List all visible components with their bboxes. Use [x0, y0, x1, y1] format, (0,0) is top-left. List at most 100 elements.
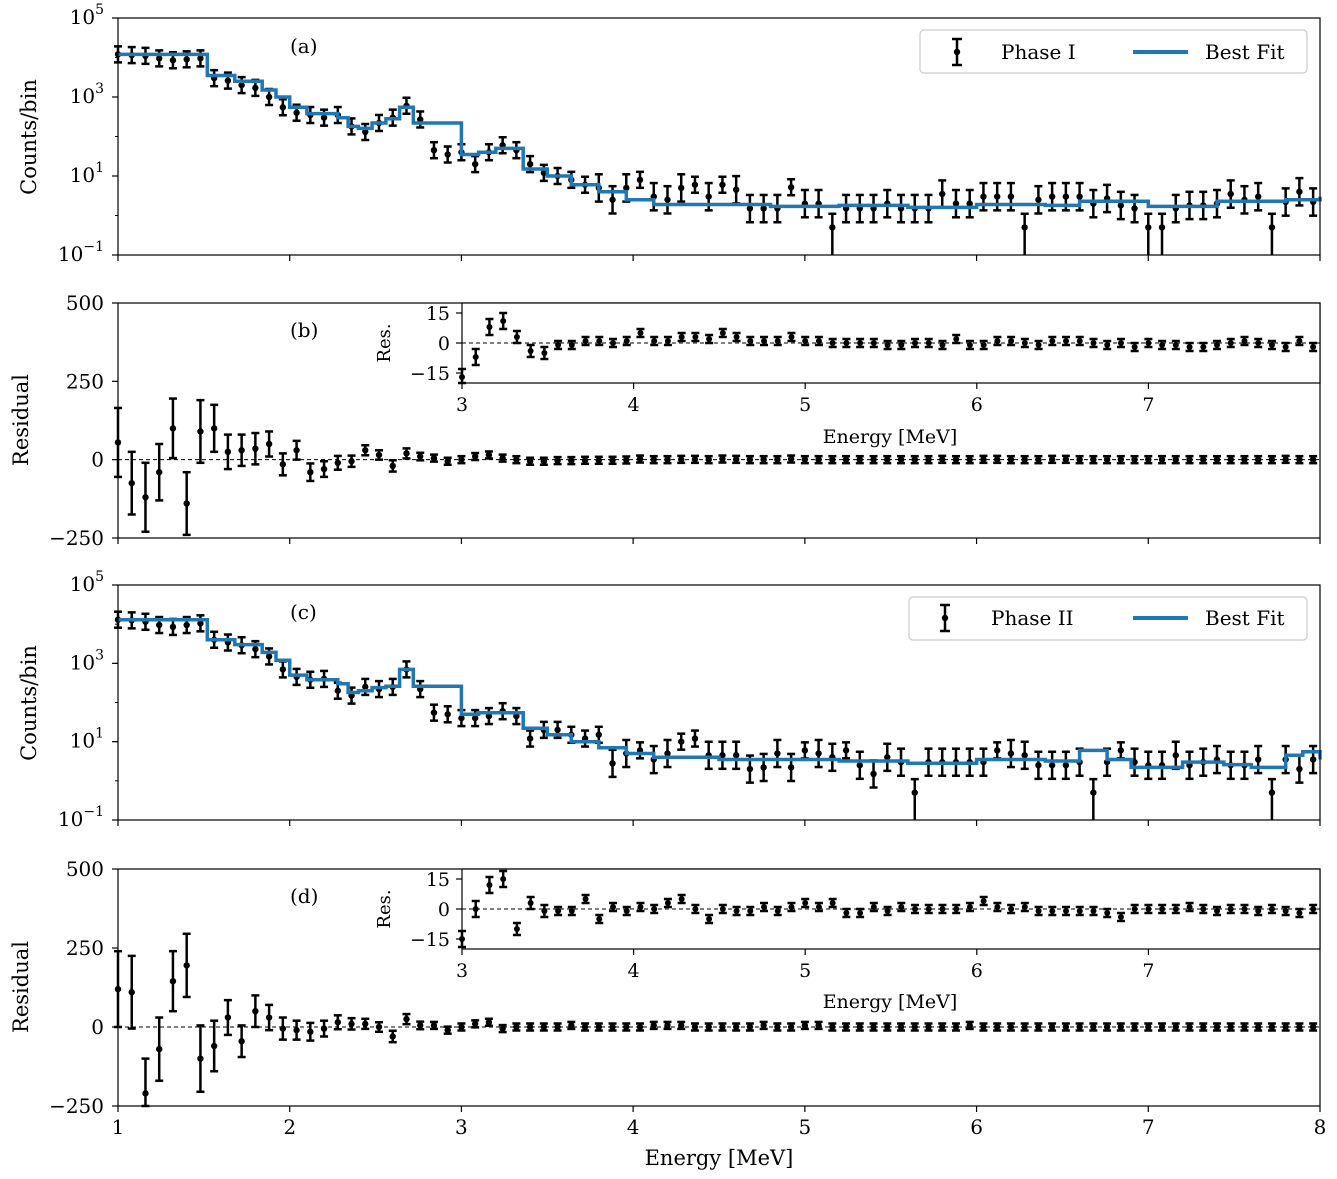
- residual-point: [855, 1022, 864, 1032]
- inset-point: [650, 903, 659, 915]
- residual-point: [636, 1022, 645, 1032]
- residual-point: [1281, 454, 1290, 465]
- residual-marker: [980, 456, 987, 463]
- inset-marker: [1090, 908, 1097, 914]
- residual-point: [704, 1022, 713, 1032]
- residual-marker: [540, 1023, 548, 1031]
- residual-point: [924, 454, 933, 465]
- data-marker: [911, 789, 918, 796]
- residual-marker: [526, 1023, 534, 1031]
- inset-marker: [1008, 906, 1015, 912]
- residual-point: [594, 1022, 603, 1032]
- inset-marker: [1076, 338, 1083, 344]
- data-marker: [1062, 193, 1070, 200]
- residual-point: [484, 1017, 493, 1028]
- residual-marker: [1021, 456, 1028, 463]
- inset-point: [924, 337, 933, 349]
- inset-point: [471, 347, 480, 367]
- inset-point: [1144, 903, 1153, 915]
- residual-marker: [1254, 1023, 1262, 1031]
- residual-point: [883, 1022, 892, 1032]
- residual-point: [649, 1020, 658, 1031]
- data-marker: [513, 712, 520, 720]
- residual-marker: [485, 451, 493, 459]
- inset-marker: [980, 898, 987, 904]
- panel-d-inset: Res. Energy [MeV] 15 0 −15 3 4 5 6 7: [374, 868, 1321, 1013]
- panel-d-plot: [114, 932, 1320, 1108]
- x-tick-label: 4: [627, 1115, 640, 1139]
- inset-point: [897, 901, 906, 913]
- inset-marker: [1117, 914, 1124, 920]
- residual-marker: [939, 456, 946, 463]
- inset-marker: [1255, 908, 1262, 914]
- inset-point: [609, 901, 618, 913]
- residual-marker: [952, 1023, 960, 1031]
- residual-marker: [623, 456, 630, 464]
- residual-marker: [444, 1026, 451, 1034]
- inset-marker: [1063, 338, 1070, 344]
- data-point: [1020, 212, 1029, 255]
- inset-y-tick-label: −15: [410, 929, 450, 951]
- inset-marker: [513, 334, 520, 340]
- inset-point: [691, 903, 700, 915]
- residual-marker: [636, 455, 644, 463]
- residual-point: [787, 454, 796, 464]
- residual-marker: [334, 1019, 341, 1026]
- inset-marker: [472, 354, 479, 360]
- inset-point: [801, 335, 810, 347]
- inset-point: [1267, 903, 1276, 915]
- residual-marker: [842, 1023, 850, 1031]
- residual-marker: [939, 1023, 946, 1031]
- residual-marker: [362, 1020, 369, 1028]
- inset-point: [1062, 905, 1071, 917]
- data-point: [1089, 777, 1098, 820]
- inset-marker: [857, 910, 864, 916]
- data-point: [883, 742, 892, 773]
- inset-marker: [1227, 340, 1234, 346]
- residual-marker: [815, 1022, 822, 1029]
- panel-b-inset: Res. Energy [MeV] 15 0 −15 3 4 5 6 7: [374, 302, 1321, 448]
- y-tick-label: 250: [66, 369, 104, 393]
- residual-marker: [183, 500, 190, 507]
- inset-point: [1158, 903, 1167, 915]
- data-marker: [334, 687, 341, 694]
- data-marker: [1227, 190, 1234, 198]
- inset-marker: [884, 908, 891, 914]
- panel-c-legend: Phase II Best Fit: [908, 596, 1308, 641]
- inset-marker: [1214, 908, 1221, 914]
- residual-marker: [678, 456, 685, 463]
- data-marker: [526, 735, 534, 742]
- residual-marker: [210, 1042, 218, 1050]
- inset-marker: [774, 338, 781, 344]
- inset-marker: [472, 906, 479, 912]
- residual-marker: [1076, 456, 1083, 463]
- data-marker: [952, 200, 960, 207]
- residual-marker: [348, 458, 355, 465]
- inset-y-tick-label: −15: [410, 363, 450, 385]
- residual-marker: [732, 1023, 740, 1031]
- residual-point: [649, 454, 658, 465]
- inset-point: [705, 913, 714, 925]
- inset-point: [869, 901, 878, 913]
- inset-point: [1295, 335, 1304, 347]
- data-marker: [279, 666, 287, 673]
- inset-marker: [1241, 906, 1248, 912]
- residual-marker: [952, 456, 960, 463]
- y-tick-label: 10−1: [58, 804, 104, 831]
- x-tick-label: 7: [1142, 1115, 1155, 1139]
- data-marker: [993, 747, 1001, 754]
- data-marker: [526, 160, 534, 168]
- residual-point: [526, 1022, 535, 1032]
- residual-marker: [1296, 456, 1303, 463]
- inset-point: [650, 335, 659, 347]
- residual-point: [1061, 454, 1070, 465]
- inset-point: [663, 335, 672, 347]
- data-point: [1130, 747, 1139, 777]
- residual-marker: [485, 1019, 493, 1026]
- residual-point: [842, 454, 851, 465]
- residual-marker: [554, 1023, 561, 1031]
- residual-point: [965, 454, 974, 465]
- y-tick-label: 500: [66, 291, 104, 315]
- inset-point: [485, 875, 494, 895]
